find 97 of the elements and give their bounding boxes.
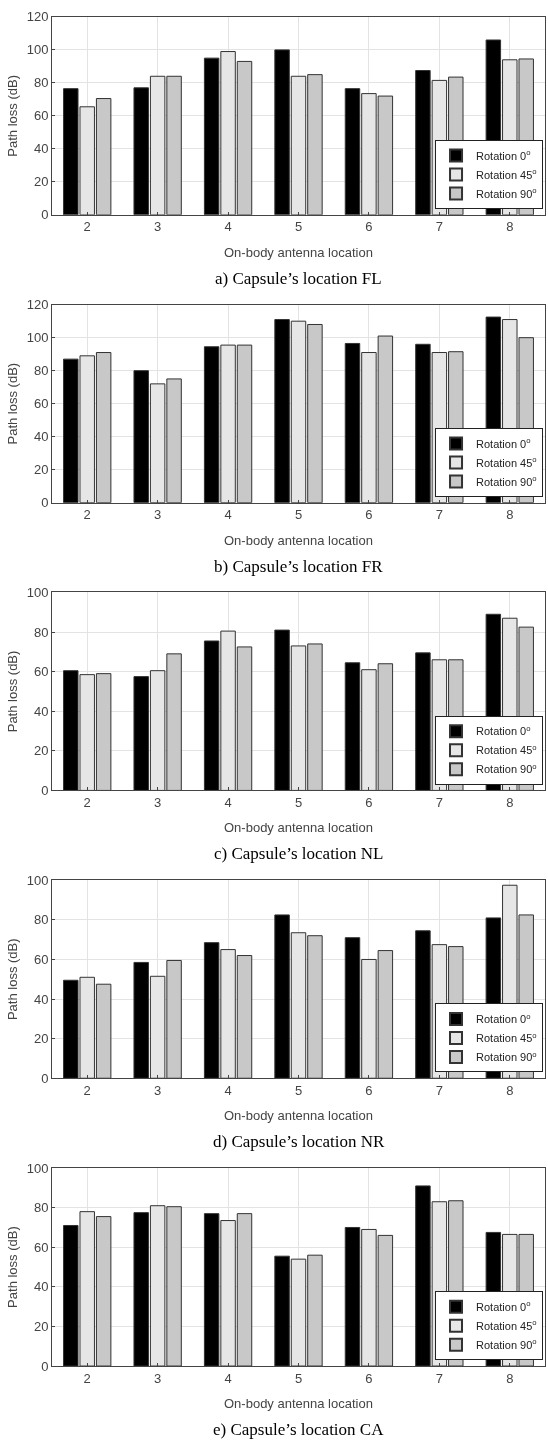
legend-label: Rotation 0$^{o}$ bbox=[476, 148, 531, 162]
y-tick-label: 100 bbox=[26, 1160, 49, 1176]
y-tick-label: 60 bbox=[33, 108, 49, 124]
x-tick-label: 8 bbox=[506, 219, 514, 235]
x-tick-label: 4 bbox=[224, 795, 232, 811]
x-tick-label: 8 bbox=[506, 507, 514, 523]
legend-label: Rotation 45$^{o}$ bbox=[476, 1030, 537, 1045]
x-axis-title: On-body antenna location bbox=[224, 820, 373, 835]
x-axis-title: On-body antenna location bbox=[224, 1396, 373, 1411]
text: b) Capsule’s location FR bbox=[214, 557, 384, 576]
y-tick-label: 80 bbox=[33, 363, 49, 379]
y-tick-label: 20 bbox=[33, 174, 49, 190]
x-tick-label: 7 bbox=[435, 1082, 443, 1098]
x-tick-label: 2 bbox=[83, 507, 91, 523]
y-axis-title: Path loss (dB) bbox=[4, 938, 20, 1021]
legend-label: Rotation 90$^{o}$ bbox=[476, 1049, 537, 1064]
y-tick-label: 100 bbox=[26, 42, 49, 58]
x-tick-label: 3 bbox=[154, 1082, 162, 1098]
y-tick-label: 0 bbox=[41, 1358, 49, 1374]
y-tick-label: 40 bbox=[33, 991, 49, 1007]
x-tick-label: 7 bbox=[435, 507, 443, 523]
y-tick-label: 100 bbox=[26, 330, 49, 346]
x-tick-label: 7 bbox=[435, 795, 443, 811]
y-tick-label: 80 bbox=[33, 75, 49, 91]
x-tick-label: 8 bbox=[506, 795, 514, 811]
x-tick-label: 7 bbox=[435, 1370, 443, 1386]
x-axis-title: On-body antenna location bbox=[224, 245, 373, 260]
y-axis-title: Path loss (dB) bbox=[4, 362, 20, 445]
x-tick-label: 6 bbox=[365, 795, 373, 811]
legend-label: Rotation 0$^{o}$ bbox=[476, 436, 531, 450]
y-tick-label: 0 bbox=[41, 1070, 49, 1086]
x-tick-label: 5 bbox=[294, 1082, 303, 1098]
x-tick-label: 2 bbox=[83, 219, 91, 235]
x-tick-label: 5 bbox=[294, 1370, 303, 1386]
y-tick-label: 40 bbox=[33, 141, 49, 157]
x-tick-label: 3 bbox=[154, 1370, 162, 1386]
text: e) Capsule’s location CA bbox=[213, 1420, 385, 1439]
y-tick-label: 120 bbox=[26, 297, 49, 313]
x-tick-label: 5 bbox=[294, 795, 303, 811]
x-tick-label: 8 bbox=[506, 1082, 514, 1098]
x-tick-label: 5 bbox=[294, 507, 303, 523]
legend-label: Rotation 0$^{o}$ bbox=[476, 1011, 531, 1026]
y-tick-label: 20 bbox=[33, 462, 49, 478]
x-tick-label: 4 bbox=[224, 219, 232, 235]
y-tick-label: 80 bbox=[33, 912, 49, 928]
y-axis-title: Path loss (dB) bbox=[4, 650, 20, 733]
y-tick-label: 80 bbox=[33, 1200, 49, 1216]
legend-label: Rotation 45$^{o}$ bbox=[476, 1318, 537, 1333]
y-tick-label: 60 bbox=[33, 396, 49, 412]
y-tick-label: 20 bbox=[33, 743, 49, 759]
x-tick-label: 6 bbox=[365, 219, 373, 235]
x-tick-label: 2 bbox=[83, 795, 91, 811]
text: c) Capsule’s location NL bbox=[214, 844, 384, 863]
y-tick-label: 0 bbox=[41, 782, 49, 798]
y-tick-label: 100 bbox=[26, 872, 49, 888]
x-tick-label: 4 bbox=[224, 1370, 232, 1386]
y-tick-label: 60 bbox=[33, 952, 49, 968]
legend-label: Rotation 90$^{o}$ bbox=[476, 474, 537, 488]
legend-label: Rotation 45$^{o}$ bbox=[476, 455, 537, 469]
y-tick-label: 120 bbox=[26, 9, 49, 25]
legend-label: Rotation 0$^{o}$ bbox=[476, 723, 531, 738]
legend-label: Rotation 45$^{o}$ bbox=[476, 167, 537, 181]
x-tick-label: 2 bbox=[83, 1370, 91, 1386]
y-tick-label: 40 bbox=[33, 1279, 49, 1295]
x-tick-label: 2 bbox=[83, 1082, 91, 1098]
y-tick-label: 60 bbox=[33, 664, 49, 680]
y-axis-title: Path loss (dB) bbox=[4, 1226, 20, 1308]
x-axis-title: On-body antenna location bbox=[224, 1108, 373, 1123]
x-tick-label: 4 bbox=[224, 1082, 232, 1098]
y-tick-label: 40 bbox=[33, 429, 49, 445]
text: d) Capsule’s location NR bbox=[213, 1132, 386, 1151]
y-tick-label: 0 bbox=[41, 495, 49, 511]
legend-label: Rotation 90$^{o}$ bbox=[476, 1337, 537, 1352]
x-tick-label: 6 bbox=[365, 1082, 373, 1098]
legend-label: Rotation 0$^{o}$ bbox=[476, 1299, 531, 1314]
x-tick-label: 7 bbox=[435, 219, 443, 235]
x-tick-label: 6 bbox=[365, 1370, 373, 1386]
x-tick-label: 8 bbox=[506, 1370, 514, 1386]
text: a) Capsule’s location FL bbox=[215, 269, 382, 288]
x-tick-label: 6 bbox=[365, 507, 373, 523]
y-tick-label: 60 bbox=[33, 1239, 49, 1255]
x-tick-label: 5 bbox=[294, 219, 303, 235]
x-tick-label: 3 bbox=[154, 219, 162, 235]
y-axis-title: Path loss (dB) bbox=[4, 75, 20, 157]
x-tick-label: 3 bbox=[154, 507, 162, 523]
y-tick-label: 20 bbox=[33, 1319, 49, 1334]
legend-label: Rotation 90$^{o}$ bbox=[476, 761, 537, 776]
y-tick-label: 20 bbox=[33, 1031, 49, 1047]
y-tick-label: 80 bbox=[33, 624, 49, 640]
x-tick-label: 3 bbox=[154, 795, 162, 811]
x-tick-label: 4 bbox=[224, 507, 232, 523]
y-tick-label: 40 bbox=[33, 703, 49, 719]
legend-label: Rotation 90$^{o}$ bbox=[476, 186, 537, 200]
x-axis-title: On-body antenna location bbox=[224, 533, 373, 548]
legend-label: Rotation 45$^{o}$ bbox=[476, 742, 537, 757]
y-tick-label: 100 bbox=[26, 585, 49, 601]
y-tick-label: 0 bbox=[41, 207, 49, 223]
